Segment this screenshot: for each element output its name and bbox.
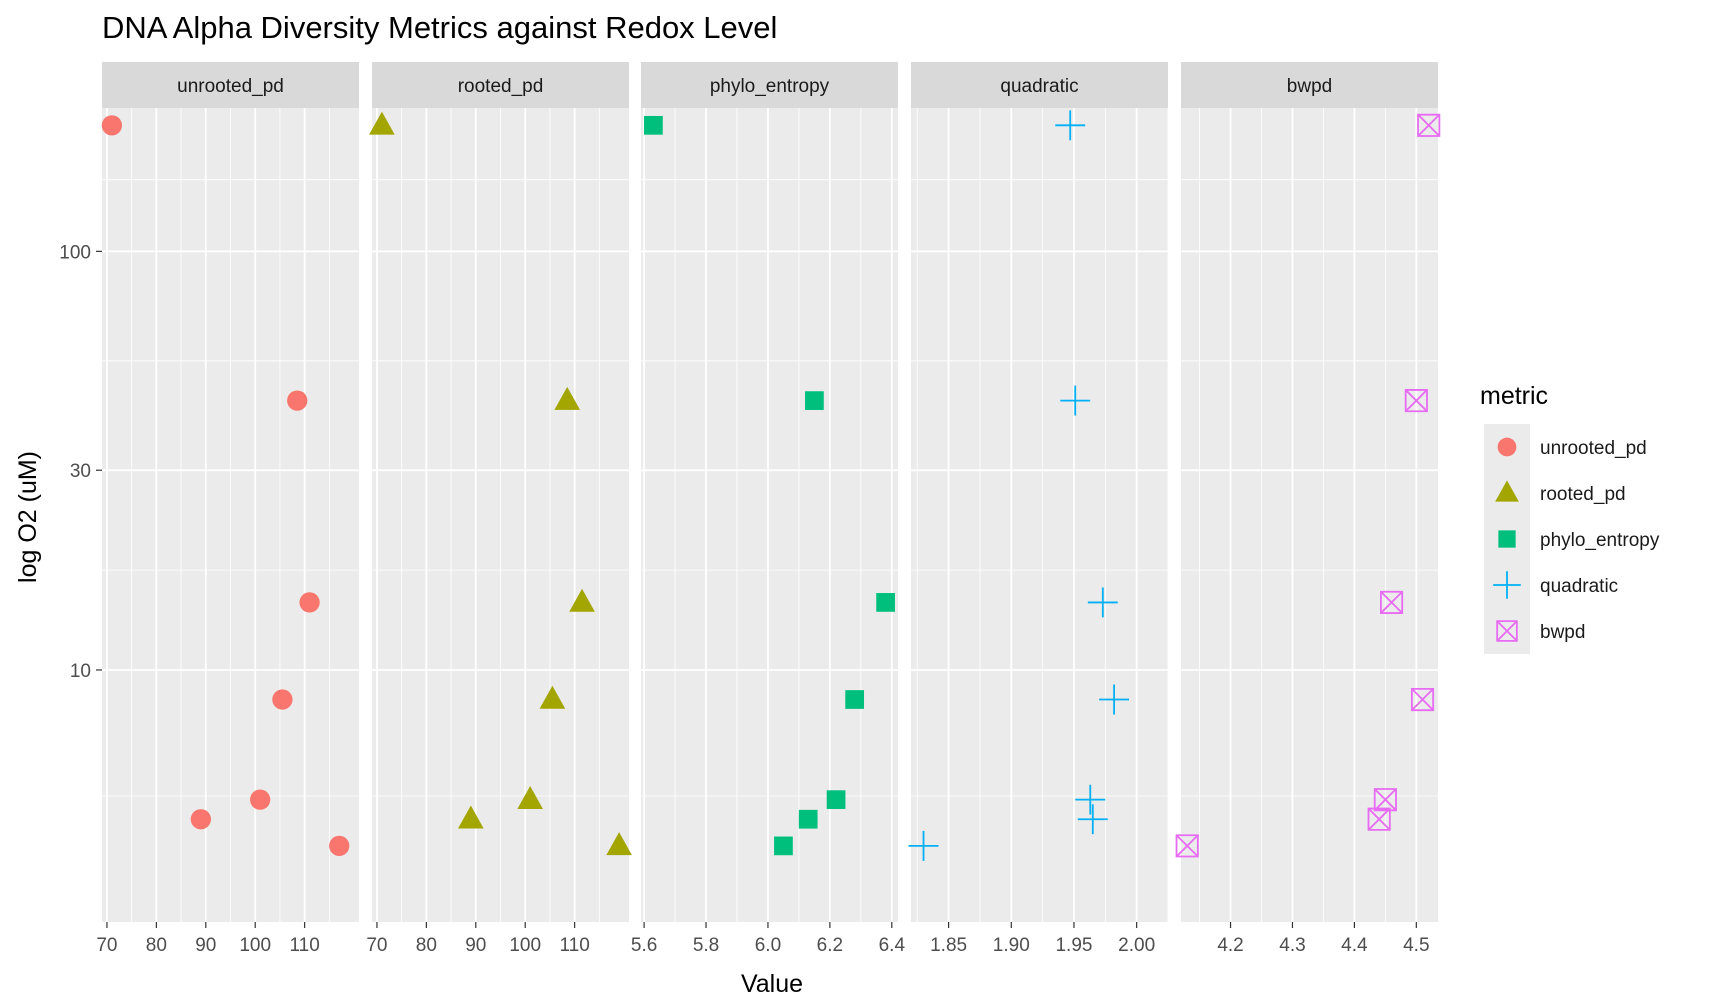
x-tick-label: 6.0	[755, 935, 781, 956]
panel-unrooted_pd: unrooted_pd 70 80 90 100 110	[96, 62, 359, 956]
x-tick-label: 1.90	[993, 935, 1030, 956]
legend-key-bwpd	[1496, 620, 1518, 642]
data-point-phylo_entropy	[845, 690, 865, 709]
x-tick-label: 2.00	[1118, 935, 1155, 956]
legend-key-unrooted_pd	[1497, 437, 1517, 457]
data-point-phylo_entropy	[805, 391, 824, 410]
data-point-unrooted_pd	[329, 835, 350, 857]
facet-strip-label: rooted_pd	[458, 76, 544, 97]
facet-strip-label: quadratic	[1000, 76, 1078, 97]
data-point-quadratic	[908, 830, 939, 861]
data-point-quadratic	[1055, 110, 1086, 141]
data-point-rooted_pd	[539, 685, 566, 709]
x-tick-label: 90	[195, 935, 216, 956]
data-point-phylo_entropy	[798, 809, 818, 829]
x-tick-label: 6.4	[879, 935, 906, 956]
data-point-quadratic	[1077, 804, 1108, 835]
data-point-bwpd	[1379, 590, 1404, 614]
x-tick-label: 80	[146, 935, 167, 956]
y-tick-label: 30	[70, 461, 91, 482]
panel-background	[641, 108, 898, 922]
x-tick-label: 4.2	[1217, 935, 1243, 956]
panel-rooted_pd: rooted_pd 70 80 90 100 110	[366, 62, 632, 956]
legend-label: phylo_entropy	[1540, 530, 1660, 551]
legend-label: rooted_pd	[1540, 484, 1626, 505]
x-tick-label: 90	[465, 935, 486, 956]
data-point-unrooted_pd	[299, 592, 320, 613]
data-point-quadratic	[1060, 385, 1091, 416]
legend-label: bwpd	[1540, 622, 1585, 643]
y-tick-label: 100	[59, 242, 91, 263]
x-tick-label: 6.2	[817, 935, 843, 956]
legend-key-rooted_pd	[1495, 480, 1519, 502]
data-point-quadratic	[1087, 587, 1118, 618]
data-point-bwpd	[1410, 687, 1435, 712]
x-tick-label: 5.6	[631, 935, 657, 956]
x-tick-label: 5.8	[693, 935, 719, 956]
y-axis: 100 30 10	[59, 242, 102, 682]
legend-label: unrooted_pd	[1540, 438, 1647, 459]
data-point-bwpd	[1417, 113, 1441, 137]
facet-strip-label: bwpd	[1287, 76, 1332, 97]
data-point-rooted_pd	[606, 832, 632, 856]
x-tick-label: 110	[559, 935, 589, 956]
x-axis-label: Value	[741, 970, 803, 998]
x-tick-label: 4.3	[1279, 935, 1305, 956]
x-tick-label: 1.85	[930, 935, 967, 956]
data-point-unrooted_pd	[272, 689, 293, 710]
panel-phylo_entropy: phylo_entropy 5.6 5.8 6.0 6.2 6.4	[631, 62, 906, 956]
data-point-unrooted_pd	[250, 789, 271, 810]
data-point-rooted_pd	[369, 111, 395, 135]
chart-title: DNA Alpha Diversity Metrics against Redo…	[102, 10, 777, 45]
data-point-unrooted_pd	[101, 115, 123, 136]
facet-strip	[102, 62, 359, 108]
data-point-rooted_pd	[458, 805, 484, 829]
x-tick-label: 4.5	[1403, 935, 1429, 956]
legend-key-quadratic	[1493, 571, 1521, 599]
panel-bwpd: bwpd 4.2 4.3 4.4 4.5	[1175, 62, 1441, 956]
legend-title: metric	[1480, 382, 1548, 410]
panel-background	[911, 108, 1168, 922]
x-tick-label: 80	[416, 935, 437, 956]
data-point-bwpd	[1373, 788, 1397, 812]
y-axis-label: log O2 (uM)	[14, 451, 42, 583]
panel-quadratic: quadratic 1.85 1.90 1.95 2.00	[908, 62, 1169, 956]
x-tick-label: 100	[509, 935, 541, 956]
facet-strip-label: phylo_entropy	[710, 76, 830, 97]
legend-label: quadratic	[1540, 576, 1618, 597]
panels: unrooted_pd 70 80 90 100 110 rooted_pd 70 80 90 10…	[96, 62, 1441, 956]
x-tick-label: 1.95	[1055, 935, 1092, 956]
data-point-bwpd	[1175, 834, 1199, 858]
data-point-quadratic	[1075, 784, 1106, 815]
data-point-phylo_entropy	[644, 115, 663, 135]
x-tick-label: 100	[239, 935, 271, 956]
y-tick-label: 10	[70, 661, 91, 682]
x-tick-label: 70	[96, 935, 117, 956]
x-tick-label: 70	[366, 935, 387, 956]
legend-key-phylo_entropy	[1498, 530, 1516, 548]
data-point-phylo_entropy	[876, 593, 895, 612]
data-point-unrooted_pd	[287, 390, 308, 411]
data-point-phylo_entropy	[826, 790, 846, 810]
panel-background	[1181, 108, 1438, 922]
facet-strip	[372, 62, 629, 108]
legend: metric unrooted_pd rooted_pd phylo_entropy…	[1480, 382, 1660, 654]
facet-strip	[911, 62, 1168, 108]
facet-strip	[641, 62, 898, 108]
data-point-quadratic	[1099, 684, 1130, 715]
x-tick-label: 4.4	[1341, 935, 1368, 956]
facet-strip-label: unrooted_pd	[177, 76, 284, 97]
data-point-rooted_pd	[517, 785, 543, 809]
data-point-bwpd	[1404, 389, 1428, 413]
data-point-phylo_entropy	[774, 836, 793, 856]
facet-strip	[1181, 62, 1438, 108]
x-tick-label: 110	[289, 935, 319, 956]
data-point-rooted_pd	[554, 386, 581, 410]
data-point-unrooted_pd	[190, 809, 211, 830]
data-point-bwpd	[1367, 807, 1391, 831]
data-point-rooted_pd	[569, 588, 595, 612]
